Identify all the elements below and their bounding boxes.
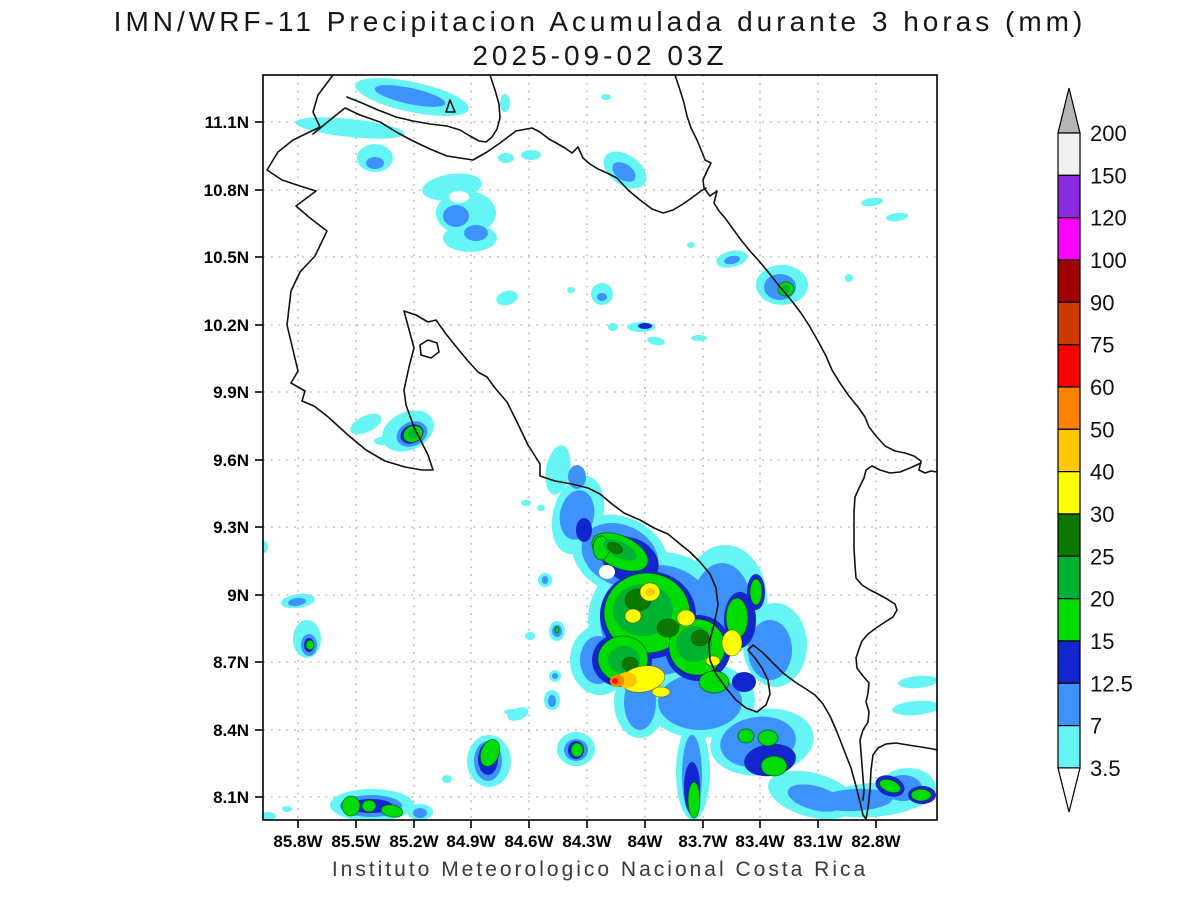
colorbar-segment (1057, 301, 1081, 346)
precip-level-blue (288, 85, 922, 818)
colorbar-label: 200 (1090, 121, 1127, 146)
caribbean-coast (674, 75, 937, 474)
lat-tick-label: 10.2N (204, 316, 249, 335)
lat-tick-label: 9.6N (213, 451, 249, 470)
precip-level-red (612, 678, 618, 684)
colorbar-segment (1057, 174, 1081, 219)
colorbar-over-arrow (1057, 87, 1081, 134)
precip-level-cyan (263, 78, 937, 820)
lon-tick-label: 83.4W (735, 832, 785, 851)
precip-level-yellow (620, 582, 743, 698)
lat-tick-label: 9.9N (213, 383, 249, 402)
lon-tick-label: 84.6W (504, 832, 554, 851)
colorbar-label: 20 (1090, 587, 1114, 612)
lon-tick-label: 85.8W (273, 832, 323, 851)
colorbar-label: 3.5 (1090, 756, 1121, 781)
lon-tick-label: 83.1W (793, 832, 843, 851)
colorbar-segment (1057, 259, 1081, 303)
colorbar-segment (1057, 513, 1081, 557)
colorbar-label: 40 (1090, 460, 1114, 485)
lon-tick-label: 82.8W (851, 832, 901, 851)
lat-tick-label: 10.5N (204, 248, 249, 267)
colorbar-segment (1057, 132, 1081, 176)
colorbar-segment (1057, 725, 1081, 769)
colorbar-label: 25 (1090, 544, 1114, 569)
precip-level-dgreen (607, 541, 710, 672)
panama-border (853, 462, 922, 801)
lon-tick-label: 85.5W (331, 832, 381, 851)
lake-islet (445, 99, 456, 113)
colorbar-label: 30 (1090, 502, 1114, 527)
chira-island (419, 339, 440, 359)
colorbar-label: 75 (1090, 333, 1114, 358)
lat-tick-label: 8.1N (213, 788, 249, 807)
page-subtitle-datetime: 2025-09-02 03Z (472, 40, 728, 71)
pacific-coast (266, 75, 937, 820)
coastline-layer (266, 75, 937, 820)
colorbar-segment (1057, 598, 1081, 642)
colorbar-label: 100 (1090, 248, 1127, 273)
lon-tick-label: 83.7W (678, 832, 728, 851)
colorbar-segment (1057, 682, 1081, 727)
lat-tick-label: 9N (227, 586, 249, 605)
colorbar-segment (1057, 428, 1081, 473)
institution-footer: Instituto Meteorologico Nacional Costa R… (331, 858, 869, 881)
colorbar-segment (1057, 471, 1081, 515)
lat-tick-label: 9.3N (213, 518, 249, 537)
colorbar-label: 15 (1090, 629, 1114, 654)
precip-level-white-hole (449, 191, 615, 579)
title-block: IMN/WRF-11 Precipitacion Acumulada duran… (0, 6, 1200, 72)
colorbar-segment (1057, 386, 1081, 430)
lat-tick-label: 11.1N (205, 113, 249, 132)
colorbar-label: 150 (1090, 163, 1127, 188)
lat-tick-label: 10.8N (204, 181, 249, 200)
precipitation-shading (263, 78, 937, 820)
colorbar-label: 12.5 (1090, 671, 1133, 696)
colorbar-label: 60 (1090, 375, 1114, 400)
plot-frame (262, 74, 938, 821)
colorbar-label: 120 (1090, 206, 1127, 231)
lon-tick-label: 84.9W (446, 832, 496, 851)
colorbar-under-arrow (1057, 767, 1081, 813)
map-frame (262, 74, 938, 821)
lon-tick-label: 84W (628, 832, 664, 851)
colorbar-label: 90 (1090, 290, 1114, 315)
lon-tick-label: 84.3W (562, 832, 612, 851)
page-title: IMN/WRF-11 Precipitacion Acumulada duran… (113, 6, 1087, 37)
lon-tick-label: 85.2W (389, 832, 439, 851)
axis-labels: 85.8W 85.5W 85.2W 84.9W 84.6W 84.3W 84W 83.7W 83… (204, 113, 902, 851)
colorbar-label: 7 (1090, 714, 1102, 739)
colorbar-segment (1057, 555, 1081, 600)
colorbar-segment (1057, 640, 1081, 684)
nicaragua-border (312, 107, 707, 214)
lat-tick-label: 8.7N (213, 653, 249, 672)
lake-nicaragua-shore (346, 75, 501, 143)
colorbar-segment (1057, 344, 1081, 388)
colorbar-label: 50 (1090, 417, 1114, 442)
lat-tick-label: 8.4N (213, 721, 249, 740)
colorbar: 200 150 120 100 90 75 60 50 40 30 25 20 15 12.5 7 3.5 (1057, 87, 1133, 813)
colorbar-segment (1057, 217, 1081, 261)
